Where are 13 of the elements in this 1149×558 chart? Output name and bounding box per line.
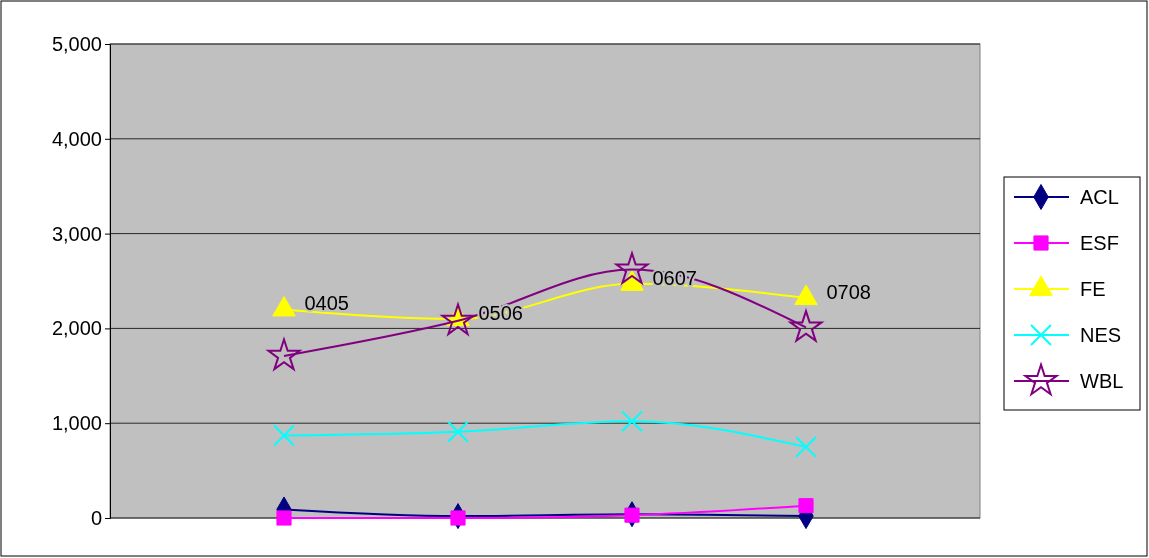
y-tick-label: 1,000 [51,412,102,435]
y-tick-label: 3,000 [51,222,102,245]
legend-label: ESF [1080,232,1119,254]
y-tick-label: 0 [90,506,102,529]
x-tick-label: 0405 [304,292,349,315]
legend-label: WBL [1080,370,1124,392]
legend-label: NES [1080,324,1122,346]
legend-label: FE [1080,278,1106,300]
y-tick-label: 2,000 [51,317,102,340]
y-tick-label: 4,000 [51,127,102,150]
x-tick-label: 0708 [826,281,871,304]
legend-label: ACL [1080,186,1119,208]
y-tick-label: 5,000 [51,32,102,55]
